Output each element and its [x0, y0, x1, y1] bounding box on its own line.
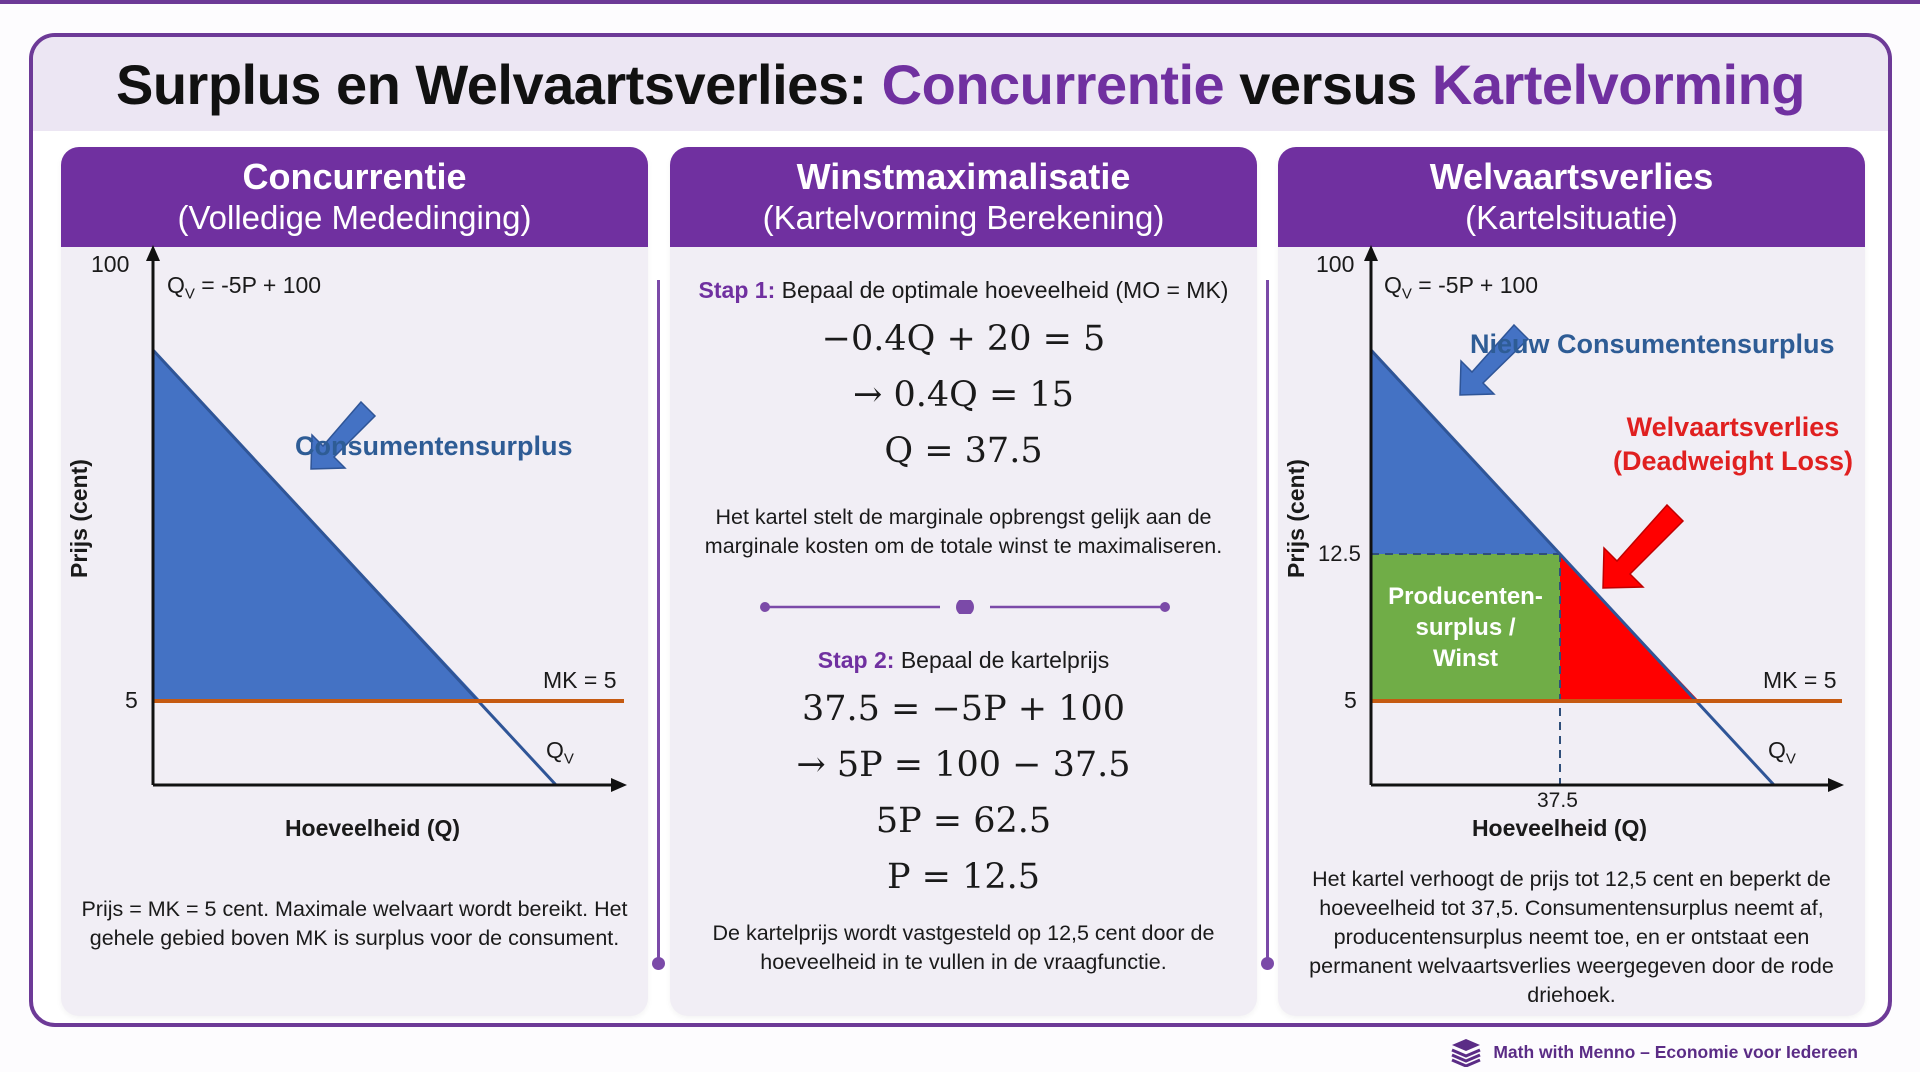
y-tick-5: 5: [1344, 687, 1357, 713]
consumer-surplus-arrow-icon: [310, 400, 377, 470]
panel-subtitle: (Kartelvorming Berekening): [762, 199, 1165, 236]
curve-end-label: QV: [1768, 737, 1796, 768]
deadweight-loss-label: Welvaartsverlies (Deadweight Loss): [1608, 410, 1858, 478]
x-axis-label: Hoeveelheid (Q): [284, 815, 461, 841]
dwl-label-line: Welvaartsverlies: [1626, 412, 1840, 442]
demand-curve: [1369, 348, 1776, 787]
footer-text: Math with Menno – Economie voor Iedereen: [1493, 1041, 1858, 1062]
y-tick-100: 100: [91, 251, 130, 277]
curve-end-label: QV: [546, 737, 574, 768]
panel-title: Concurrentie: [242, 156, 467, 197]
step-separator: [760, 600, 1170, 614]
panel-header: Concurrentie (Volledige Mededinging): [61, 147, 648, 247]
panel-header: Welvaartsverlies (Kartelsituatie): [1278, 147, 1865, 247]
demand-curve: [151, 348, 558, 787]
deadweight-loss-arrow-icon: [1602, 503, 1685, 589]
step-2-label: Stap 2:: [817, 647, 895, 673]
cartel-chart: [1364, 245, 1844, 792]
equation-6: 5P = 62.5: [875, 801, 1052, 841]
infographic-frame: Surplus en Welvaartsverlies: Concurrenti…: [29, 33, 1892, 1027]
page-title: Surplus en Welvaartsverlies: Concurrenti…: [115, 52, 1806, 117]
panel-title: Winstmaximalisatie: [796, 156, 1131, 197]
divider-right: [1261, 280, 1274, 970]
step-2-caption: De kartelprijs wordt vastgesteld op 12,5…: [712, 921, 1215, 974]
panel-title: Welvaartsverlies: [1429, 156, 1714, 197]
step-1-text: Bepaal de optimale hoeveelheid (MO = MK): [775, 277, 1229, 303]
y-axis-arrow-icon: [146, 245, 160, 261]
y-axis-label: Prijs (cent): [65, 458, 92, 578]
panel-winstmaximalisatie: Winstmaximalisatie (Kartelvorming Bereke…: [670, 147, 1257, 1016]
producer-label-line: Producenten-: [1388, 583, 1543, 610]
top-accent-bar: [0, 0, 1920, 4]
producer-surplus-area: [1371, 554, 1560, 701]
equation-4: 37.5 = −5P + 100: [801, 689, 1126, 729]
panel-welvaartsverlies: Welvaartsverlies (Kartelsituatie) 100 12…: [1278, 147, 1865, 1016]
equation-1: −0.4Q + 20 = 5: [821, 319, 1106, 359]
title-part-2: versus: [1224, 52, 1432, 116]
divider-dot-icon: [652, 957, 665, 970]
equation-2: → 0.4Q = 15: [853, 375, 1074, 415]
equation-5: → 5P = 100 − 37.5: [796, 745, 1131, 785]
competition-caption: Prijs = MK = 5 cent. Maximale welvaart w…: [81, 897, 628, 950]
producer-surplus-label: Producenten- surplus / Winst: [1371, 581, 1560, 674]
new-consumer-surplus-label: Nieuw Consumentensurplus: [1470, 329, 1835, 359]
y-axis-label-wrap: Prijs (cent): [1278, 443, 1314, 593]
footer-brand: Math with Menno – Economie voor Iedereen: [1449, 1037, 1858, 1067]
y-axis-label: Prijs (cent): [1282, 458, 1309, 578]
step-1-label: Stap 1:: [698, 277, 776, 303]
producer-label-line: Winst: [1432, 645, 1499, 672]
y-axis-label-wrap: Prijs (cent): [61, 443, 97, 593]
step-2-heading: Stap 2: Bepaal de kartelprijs: [670, 647, 1257, 674]
x-axis-arrow-icon: [611, 778, 627, 792]
title-part-1: Surplus en Welvaartsverlies:: [115, 52, 882, 116]
dwl-label-line: (Deadweight Loss): [1612, 446, 1854, 476]
panel-header: Winstmaximalisatie (Kartelvorming Bereke…: [670, 147, 1257, 247]
x-axis-arrow-icon: [1828, 778, 1844, 792]
mk-label: MK = 5: [1763, 667, 1837, 693]
y-tick-5: 5: [125, 687, 138, 713]
equation-3: Q = 37.5: [884, 431, 1043, 471]
mk-label: MK = 5: [543, 667, 617, 693]
title-accent-kartelvorming: Kartelvorming: [1431, 52, 1806, 116]
panel-concurrentie: Concurrentie (Volledige Mededinging) 100…: [61, 147, 648, 1016]
panel-subtitle: (Volledige Mededinging): [177, 199, 532, 236]
consumer-surplus-arrow-icon: [1459, 323, 1530, 396]
divider-left: [652, 280, 665, 970]
equation-7: P = 12.5: [886, 857, 1041, 897]
y-tick-12-5: 12.5: [1318, 541, 1361, 566]
demand-equation-label: QV = -5P + 100: [167, 272, 322, 303]
title-accent-concurrentie: Concurrentie: [881, 52, 1225, 116]
consumer-surplus-label: Consumentensurplus: [295, 431, 573, 461]
step-1-caption: Het kartel stelt de marginale opbrengst …: [704, 505, 1223, 558]
y-tick-100: 100: [1316, 251, 1355, 277]
panel-subtitle: (Kartelsituatie): [1465, 199, 1678, 236]
y-axis-arrow-icon: [1364, 245, 1378, 261]
divider-dot-icon: [1261, 957, 1274, 970]
demand-equation-label: QV = -5P + 100: [1384, 272, 1539, 303]
competition-chart: [146, 245, 627, 792]
x-axis-label: Hoeveelheid (Q): [1471, 815, 1648, 841]
step-2-text: Bepaal de kartelprijs: [894, 647, 1110, 673]
title-band: Surplus en Welvaartsverlies: Concurrenti…: [33, 37, 1888, 131]
x-tick-37-5: 37.5: [1537, 789, 1578, 812]
step-1-heading: Stap 1: Bepaal de optimale hoeveelheid (…: [670, 277, 1257, 304]
stacked-books-icon: [1451, 1039, 1481, 1067]
producer-label-line: surplus /: [1415, 614, 1516, 641]
cartel-caption: Het kartel verhoogt de prijs tot 12,5 ce…: [1309, 867, 1834, 1007]
